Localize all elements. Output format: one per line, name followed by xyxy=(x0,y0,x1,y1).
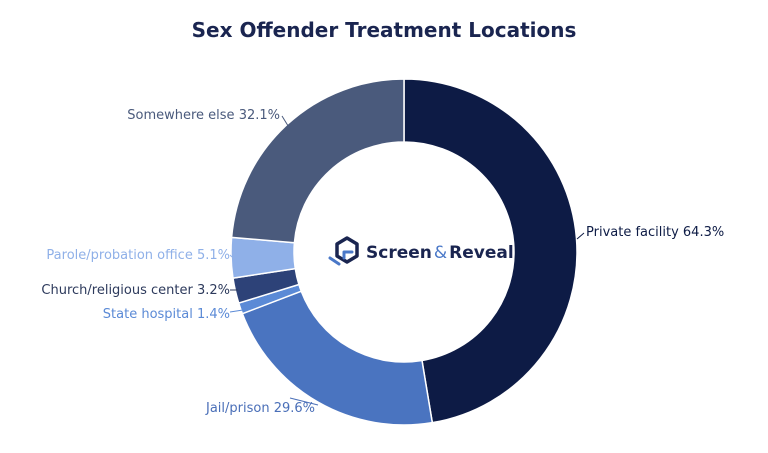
logo-amp: & xyxy=(434,243,447,263)
chart-title: Sex Offender Treatment Locations xyxy=(191,18,577,42)
leader-line xyxy=(281,115,291,130)
data-label: Jail/prison 29.6% xyxy=(205,401,315,416)
logo-text: Screen & Reveal xyxy=(366,243,514,263)
leader-line xyxy=(289,397,319,406)
leader-lines-group xyxy=(229,115,585,406)
slice-somewhere-else xyxy=(230,78,405,244)
data-label: Somewhere else 32.1% xyxy=(127,108,280,123)
slice-private-facility xyxy=(403,78,578,424)
labels-group: Private facility 64.3% Jail/prison 29.6% S… xyxy=(41,108,724,416)
leader-line xyxy=(229,309,244,313)
leader-line xyxy=(229,254,233,258)
logo-name-part2: Reveal xyxy=(449,243,514,263)
data-label: Parole/probation office 5.1% xyxy=(46,248,230,263)
data-label: Private facility 64.3% xyxy=(586,225,724,240)
leader-line xyxy=(576,232,585,240)
slices-group xyxy=(230,78,578,426)
data-label: Church/religious center 3.2% xyxy=(41,283,230,298)
logo-name-part1: Screen xyxy=(366,243,432,263)
screen-reveal-logo: Screen & Reveal xyxy=(328,236,514,266)
logo-hexagon-icon xyxy=(328,236,359,266)
data-label: State hospital 1.4% xyxy=(103,307,230,322)
